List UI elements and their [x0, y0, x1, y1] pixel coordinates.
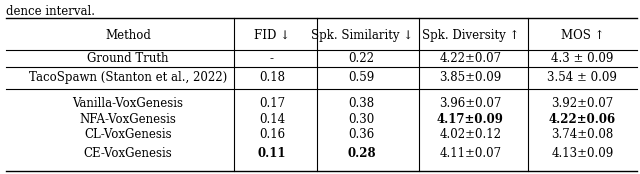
Text: dence interval.: dence interval.	[6, 5, 95, 18]
Text: Spk. Diversity ↑: Spk. Diversity ↑	[422, 29, 519, 42]
Text: 0.38: 0.38	[349, 97, 374, 110]
Text: 0.28: 0.28	[348, 148, 376, 160]
Text: CE-VoxGenesis: CE-VoxGenesis	[84, 148, 172, 160]
Text: 4.3 ± 0.09: 4.3 ± 0.09	[551, 52, 614, 65]
Text: 0.17: 0.17	[259, 97, 285, 110]
Text: 3.96±0.07: 3.96±0.07	[439, 97, 502, 110]
Text: 4.02±0.12: 4.02±0.12	[440, 128, 501, 141]
Text: 0.30: 0.30	[348, 113, 375, 126]
Text: 3.54 ± 0.09: 3.54 ± 0.09	[547, 71, 618, 84]
Text: 4.17±0.09: 4.17±0.09	[437, 113, 504, 126]
Text: 0.14: 0.14	[259, 113, 285, 126]
Text: 4.22±0.07: 4.22±0.07	[439, 52, 502, 65]
Text: Ground Truth: Ground Truth	[87, 52, 169, 65]
Text: FID ↓: FID ↓	[254, 29, 290, 42]
Text: 3.85±0.09: 3.85±0.09	[439, 71, 502, 84]
Text: -: -	[270, 52, 274, 65]
Text: MOS ↑: MOS ↑	[561, 29, 604, 42]
Text: Method: Method	[105, 29, 151, 42]
Text: 0.18: 0.18	[259, 71, 285, 84]
Text: 4.13±0.09: 4.13±0.09	[551, 148, 614, 160]
Text: 0.22: 0.22	[349, 52, 374, 65]
Text: Vanilla-VoxGenesis: Vanilla-VoxGenesis	[72, 97, 184, 110]
Text: CL-VoxGenesis: CL-VoxGenesis	[84, 128, 172, 141]
Text: 4.22±0.06: 4.22±0.06	[549, 113, 616, 126]
Text: TacoSpawn (Stanton et al., 2022): TacoSpawn (Stanton et al., 2022)	[29, 71, 227, 84]
Text: 0.36: 0.36	[348, 128, 375, 141]
Text: 3.74±0.08: 3.74±0.08	[551, 128, 614, 141]
Text: 0.59: 0.59	[348, 71, 375, 84]
Text: 4.11±0.07: 4.11±0.07	[439, 148, 502, 160]
Text: 0.11: 0.11	[258, 148, 286, 160]
Text: Spk. Similarity ↓: Spk. Similarity ↓	[310, 29, 413, 42]
Text: 0.16: 0.16	[259, 128, 285, 141]
Text: 3.92±0.07: 3.92±0.07	[551, 97, 614, 110]
Text: NFA-VoxGenesis: NFA-VoxGenesis	[79, 113, 177, 126]
